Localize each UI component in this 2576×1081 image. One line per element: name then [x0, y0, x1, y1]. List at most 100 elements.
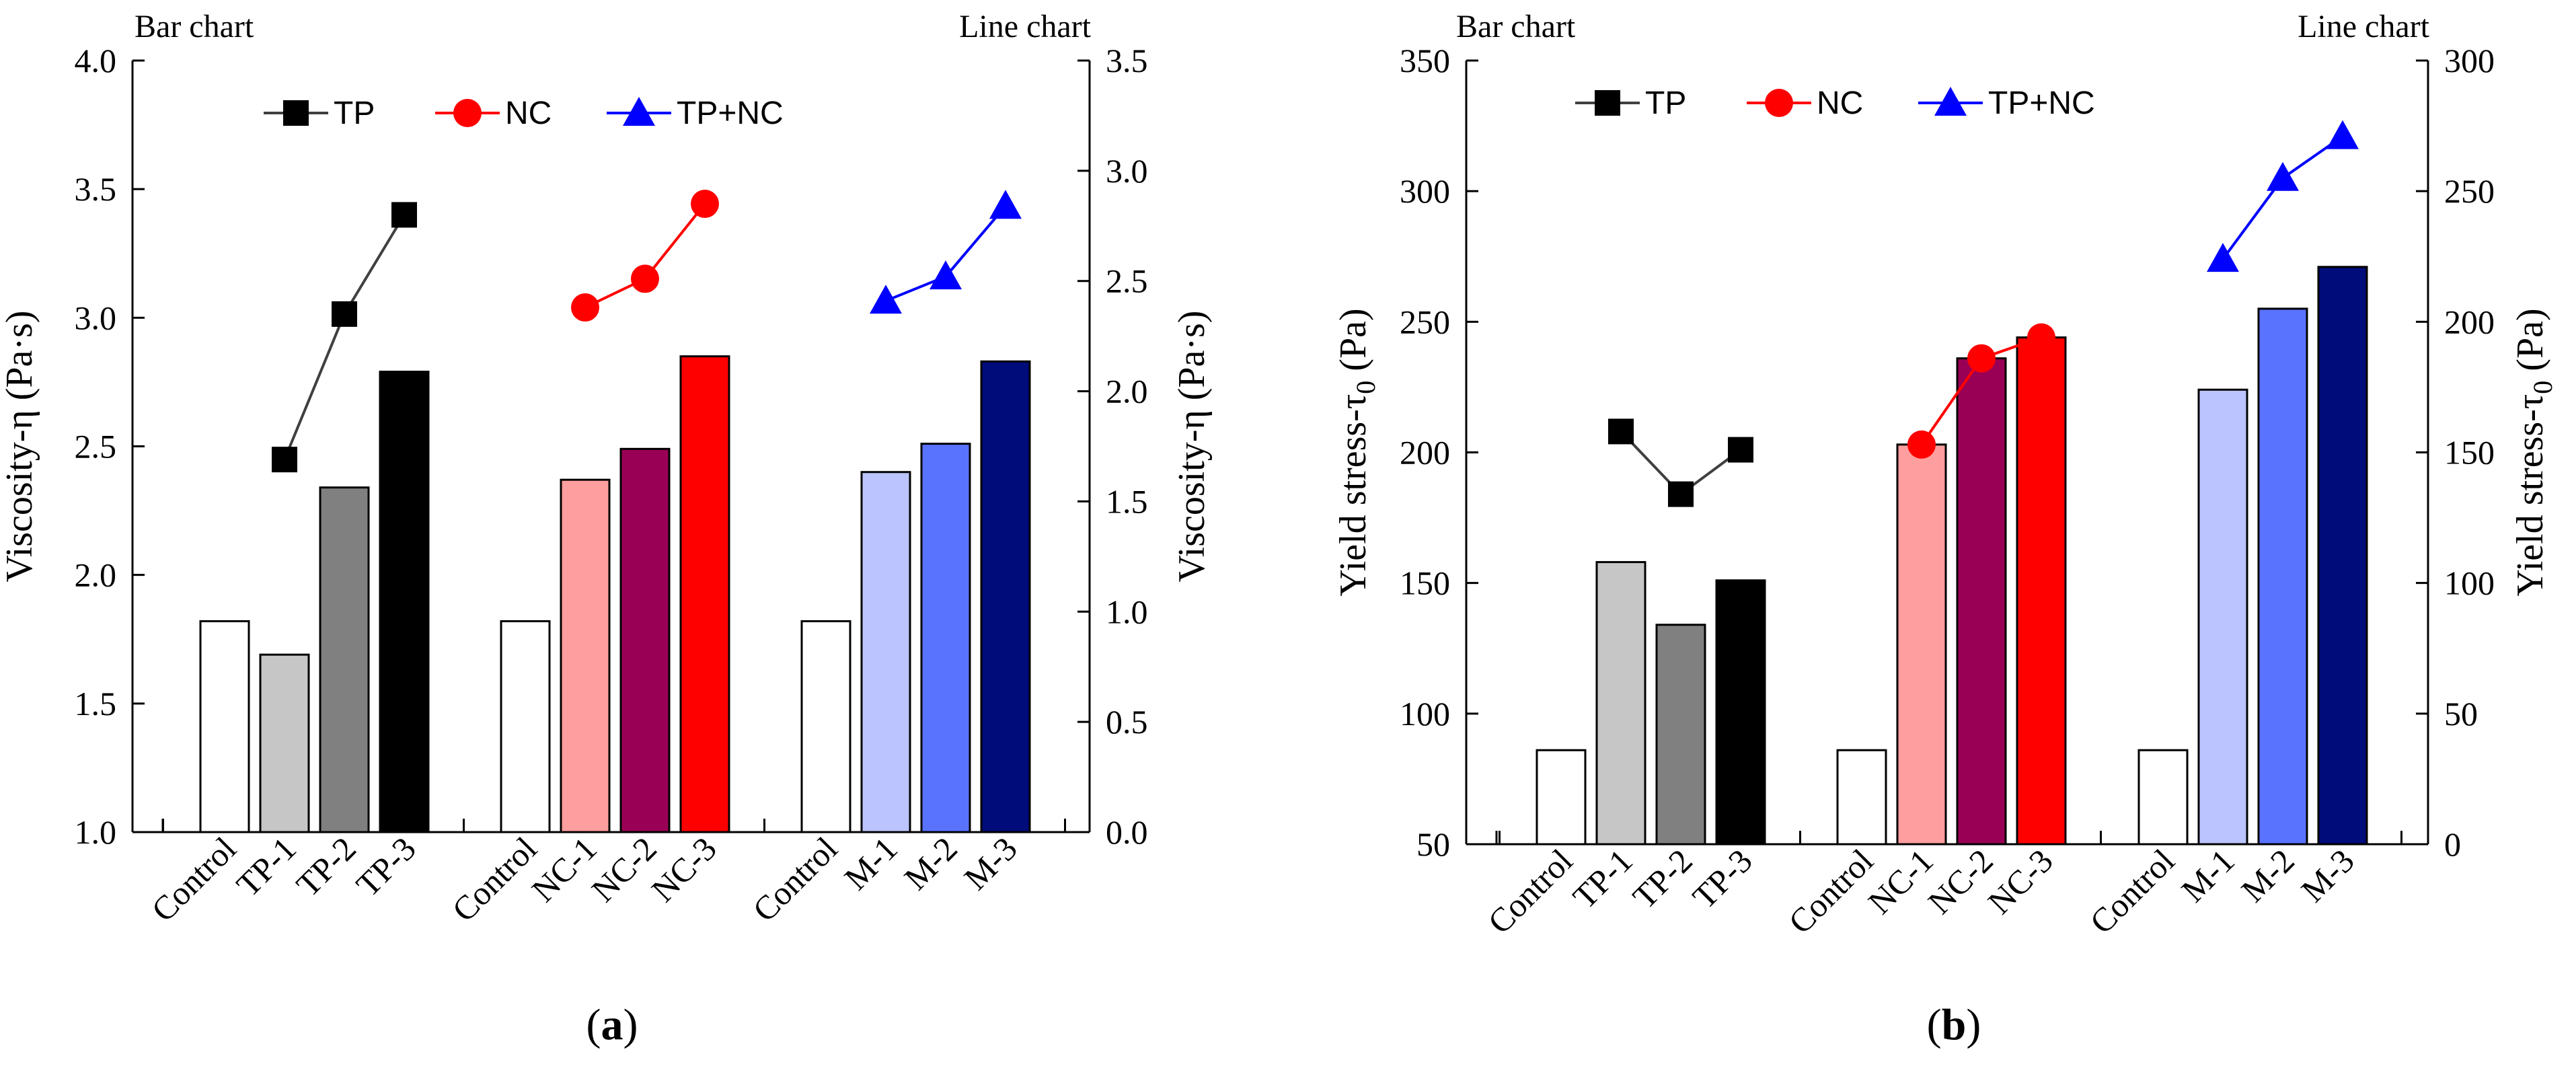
bar-m-1	[860, 471, 911, 833]
bar-nc-1	[560, 478, 611, 833]
bar-control	[1536, 749, 1587, 846]
data-point-square	[391, 202, 417, 228]
category-label: NC-3	[1981, 842, 2060, 921]
bar-tp-3	[379, 371, 430, 833]
bar-tp-1	[259, 653, 310, 833]
bar-m-3	[980, 360, 1031, 833]
data-point-circle	[691, 190, 719, 219]
category-label: NC-2	[1921, 842, 2000, 921]
y-tick-label-left: 250	[1400, 303, 1450, 340]
legend-label: TP	[1645, 85, 1686, 121]
bar-m-2	[920, 443, 971, 833]
corner-label-right: Line chart	[959, 9, 1092, 44]
data-point-circle	[2027, 323, 2055, 352]
y-axis-title-right: Yield stress-τ0 (Pa)	[2509, 308, 2558, 596]
y-tick-label-left: 50	[1416, 825, 1450, 863]
category-label: Control	[2082, 842, 2182, 941]
data-point-triangle	[870, 285, 902, 314]
bar-control	[2137, 749, 2189, 846]
bar-control	[199, 620, 250, 833]
y-tick-label-left: 100	[1400, 695, 1450, 733]
y-tick-label-right: 1.5	[1106, 482, 1148, 520]
y-tick-label-left: 1.5	[75, 685, 117, 722]
series-line-tpnc	[2222, 135, 2344, 260]
y-tick-label-left: 300	[1400, 172, 1450, 210]
y-tick-label-right: 250	[2444, 172, 2495, 210]
bar-control	[800, 620, 851, 833]
data-point-circle	[571, 293, 599, 322]
y-tick-label-right: 150	[2444, 434, 2495, 472]
category-label: NC-1	[1861, 842, 1940, 921]
category-label: TP-1	[229, 829, 303, 903]
category-label: NC-3	[644, 829, 724, 909]
bar-tp-2	[1655, 624, 1706, 846]
bar-control	[500, 620, 551, 833]
category-label: NC-1	[525, 829, 604, 909]
category-label: M-2	[2234, 842, 2301, 909]
y-tick-label-right: 3.0	[1106, 152, 1148, 190]
corner-label-left: Bar chart	[1456, 9, 1576, 44]
category-label: Control	[1480, 842, 1580, 941]
category-label: M-3	[956, 829, 1024, 897]
legend-marker-triangle	[623, 97, 655, 126]
y-axis-title-left: Viscosity-η (Pa·s)	[0, 311, 40, 583]
data-point-triangle	[2207, 243, 2239, 272]
data-point-square	[1668, 481, 1694, 507]
bar-nc-1	[1896, 443, 1947, 846]
bar-nc-3	[2016, 336, 2067, 846]
category-label: TP-3	[1685, 842, 1759, 916]
legend-marker-square	[1595, 90, 1620, 116]
legend-label: NC	[505, 96, 552, 131]
corner-label-left: Bar chart	[135, 9, 254, 44]
data-point-square	[1608, 418, 1634, 445]
y-axis-title-left: Yield stress-τ0 (Pa)	[1332, 308, 1381, 596]
legend-label: TP+NC	[1988, 85, 2095, 121]
y-tick-label-left: 150	[1400, 564, 1450, 602]
category-label: Control	[745, 829, 845, 929]
y-tick-label-right: 1.0	[1106, 593, 1148, 630]
category-label: TP-3	[348, 829, 422, 903]
category-label: Control	[144, 829, 243, 929]
subfigure-label: (b)	[1927, 1000, 1981, 1049]
y-tick-label-left: 1.0	[75, 813, 117, 851]
y-tick-label-right: 200	[2444, 303, 2495, 340]
bar-control	[1836, 749, 1887, 846]
bar-m-2	[2257, 307, 2308, 846]
y-tick-label-left: 2.0	[75, 556, 117, 594]
bar-m-3	[2317, 266, 2368, 846]
category-label: M-1	[837, 829, 904, 897]
y-tick-label-left: 4.0	[75, 42, 117, 79]
corner-label-right: Line chart	[2298, 9, 2430, 44]
bar-tp-3	[1715, 579, 1766, 846]
subfigure-label: (a)	[586, 1000, 638, 1049]
data-point-square	[332, 301, 357, 327]
y-tick-label-right: 100	[2444, 564, 2495, 602]
data-point-triangle	[2326, 120, 2359, 149]
data-point-triangle	[989, 190, 1022, 219]
category-label: TP-2	[1625, 842, 1699, 916]
bar-nc-3	[679, 355, 730, 833]
legend-marker-circle	[1765, 89, 1793, 117]
y-tick-label-left: 2.5	[75, 428, 117, 465]
y-tick-label-left: 350	[1400, 42, 1450, 79]
legend-label: TP	[334, 96, 375, 131]
category-label: NC-2	[584, 829, 664, 909]
legend-marker-triangle	[1934, 87, 1967, 116]
category-label: TP-1	[1565, 842, 1639, 916]
bar-nc-2	[619, 447, 671, 833]
y-axis-title-right: Viscosity-η (Pa·s)	[1171, 311, 1213, 583]
legend-marker-square	[283, 100, 309, 126]
legend-label: NC	[1817, 85, 1863, 121]
category-label: M-3	[2294, 842, 2361, 909]
y-tick-label-right: 300	[2444, 42, 2495, 79]
data-point-circle	[1967, 344, 1996, 373]
legend-label: TP+NC	[677, 96, 784, 131]
category-label: M-1	[2174, 842, 2241, 909]
y-tick-label-right: 2.0	[1106, 373, 1148, 410]
category-label: M-2	[897, 829, 964, 897]
data-point-circle	[631, 264, 659, 293]
category-label: TP-2	[289, 829, 363, 903]
y-tick-label-right: 2.5	[1106, 262, 1148, 300]
